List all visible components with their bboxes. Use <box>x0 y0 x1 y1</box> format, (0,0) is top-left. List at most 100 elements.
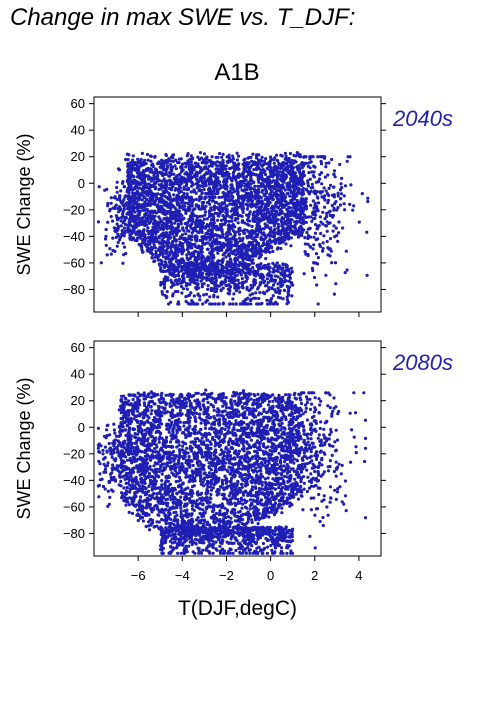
scatter-point <box>300 216 304 220</box>
scatter-point <box>287 279 291 283</box>
scatter-point <box>134 205 138 209</box>
scatter-point <box>129 184 133 188</box>
scatter-point <box>247 258 251 262</box>
scatter-point <box>236 165 240 169</box>
scatter-point <box>186 258 190 262</box>
scatter-point <box>197 164 201 168</box>
scatter-point <box>213 444 217 448</box>
scatter-point <box>284 168 288 172</box>
scatter-point <box>169 201 173 205</box>
scatter-point <box>174 265 178 269</box>
scatter-point <box>235 188 239 192</box>
scatter-point <box>290 281 294 285</box>
scatter-point <box>190 222 194 226</box>
scatter-point <box>152 177 156 181</box>
scatter-point <box>123 222 128 226</box>
scatter-point <box>178 281 182 285</box>
scatter-point <box>159 196 163 200</box>
scatter-point <box>148 170 152 174</box>
scatter-point <box>237 264 241 268</box>
scatter-point <box>255 163 259 167</box>
scatter-point <box>235 151 239 155</box>
scatter-point <box>239 253 243 257</box>
scatter-point <box>150 233 154 237</box>
scatter-point <box>261 202 265 206</box>
scatter-point <box>268 178 272 182</box>
scatter-point <box>182 207 186 211</box>
scatter-point <box>172 253 176 257</box>
scatter-point <box>154 185 158 189</box>
scatter-point <box>152 183 156 187</box>
scatter-point <box>184 299 188 303</box>
scatter-point <box>344 249 348 253</box>
scatter-point <box>191 254 195 258</box>
scatter-point <box>302 220 306 224</box>
scatter-point <box>332 185 336 189</box>
scatter-point <box>278 177 282 181</box>
scatter-point <box>184 268 188 272</box>
scatter-point <box>245 271 250 275</box>
scatter-point <box>258 206 262 210</box>
scatter-point <box>306 236 310 241</box>
scatter-point <box>164 256 168 261</box>
scatter-point <box>262 264 266 268</box>
scatter-point <box>265 166 269 171</box>
scatter-point <box>178 261 182 265</box>
scatter-point <box>275 188 279 192</box>
scatter-point <box>215 189 219 193</box>
scatter-point <box>130 215 134 219</box>
scatter-point <box>129 170 133 174</box>
scatter-point <box>195 260 199 264</box>
scatter-point <box>177 161 181 165</box>
scatter-point <box>260 182 265 186</box>
scatter-point <box>168 180 172 184</box>
scatter-point <box>180 284 184 289</box>
scatter-point <box>258 247 262 251</box>
scatter-point <box>185 240 189 244</box>
scatter-point <box>339 192 344 196</box>
scatter-point <box>331 229 335 233</box>
panel-label: 2040s <box>392 106 453 131</box>
scatter-point <box>153 209 157 213</box>
scatter-point <box>189 195 193 199</box>
scatter-point <box>250 199 255 203</box>
scatter-point <box>292 201 297 205</box>
scatter-point <box>324 165 328 169</box>
scatter-point <box>200 230 204 234</box>
scatter-point <box>271 179 275 183</box>
scatter-point <box>258 283 262 287</box>
scatter-point <box>176 194 181 198</box>
scatter-point <box>177 443 181 447</box>
y-tick-label: 0 <box>78 176 85 191</box>
scatter-point <box>128 236 132 240</box>
scatter-point <box>268 213 272 218</box>
scatter-point <box>205 298 209 302</box>
scatter-point <box>241 242 245 246</box>
scatter-point <box>157 160 161 164</box>
scatter-point <box>319 220 323 224</box>
scatter-point <box>200 285 204 289</box>
scatter-point <box>206 400 210 404</box>
scatter-point <box>231 277 235 281</box>
scatter-point <box>219 246 223 250</box>
scatter-point <box>135 221 139 225</box>
scatter-point <box>131 158 135 162</box>
scatter-point <box>187 198 191 202</box>
scatter-point <box>169 206 173 210</box>
scatter-point <box>224 167 228 171</box>
scatter-point <box>308 155 312 159</box>
scatter-point <box>357 220 361 224</box>
scatter-point <box>149 251 153 255</box>
scatter-point <box>276 212 280 216</box>
scatter-point <box>224 255 228 259</box>
scatter-point <box>250 193 254 197</box>
scatter-point <box>244 202 248 206</box>
scatter-point <box>200 238 204 242</box>
scatter-point <box>190 201 194 205</box>
scatter-point <box>196 516 200 520</box>
scatter-point <box>259 262 263 266</box>
scatter-point <box>231 297 235 301</box>
scatter-point <box>283 232 287 236</box>
scatter-point <box>175 238 179 242</box>
scatter-point <box>232 190 236 194</box>
